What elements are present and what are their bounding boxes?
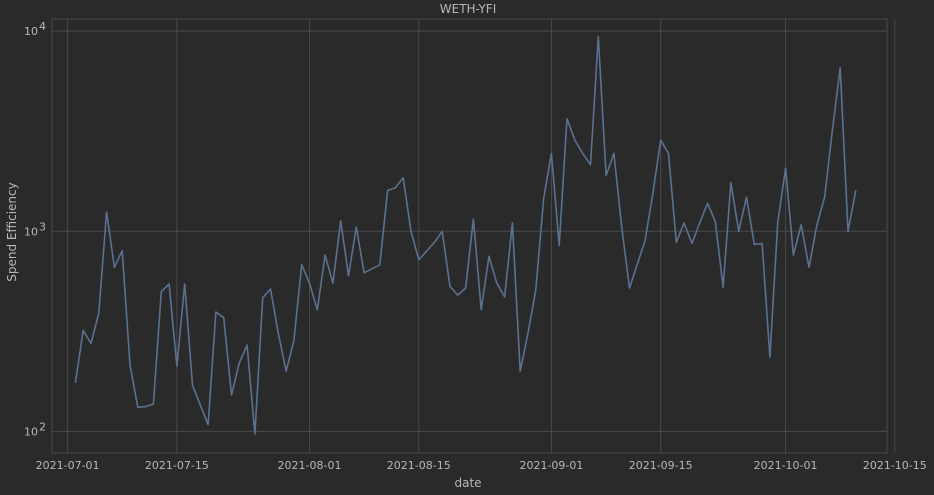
chart-title: WETH-YFI — [440, 2, 496, 16]
x-axis-label: date — [454, 476, 481, 490]
grid — [52, 19, 896, 453]
x-tick-label: 2021-09-15 — [629, 459, 693, 472]
x-tick-label: 2021-08-15 — [387, 459, 451, 472]
plot-frame — [51, 18, 888, 454]
x-tick-label: 2021-10-15 — [863, 459, 927, 472]
y-tick-exponent: 4 — [39, 20, 46, 33]
x-tick-label: 2021-07-15 — [145, 459, 209, 472]
x-axis-ticks: 2021-07-01 2021-07-15 2021-08-01 2021-08-15… — [36, 459, 927, 472]
y-axis-label: Spend Efficiency — [5, 182, 19, 281]
y-tick-label: 10 — [24, 225, 38, 238]
y-tick-label: 10 — [24, 25, 38, 38]
series-line — [74, 35, 857, 435]
x-tick-label: 2021-09-01 — [519, 459, 583, 472]
y-tick-exponent: 3 — [39, 220, 46, 233]
x-tick-label: 2021-08-01 — [278, 459, 342, 472]
y-tick-label: 10 — [24, 425, 38, 438]
y-tick-exponent: 2 — [39, 420, 46, 433]
x-tick-label: 2021-10-01 — [754, 459, 818, 472]
x-tick-label: 2021-07-01 — [36, 459, 100, 472]
